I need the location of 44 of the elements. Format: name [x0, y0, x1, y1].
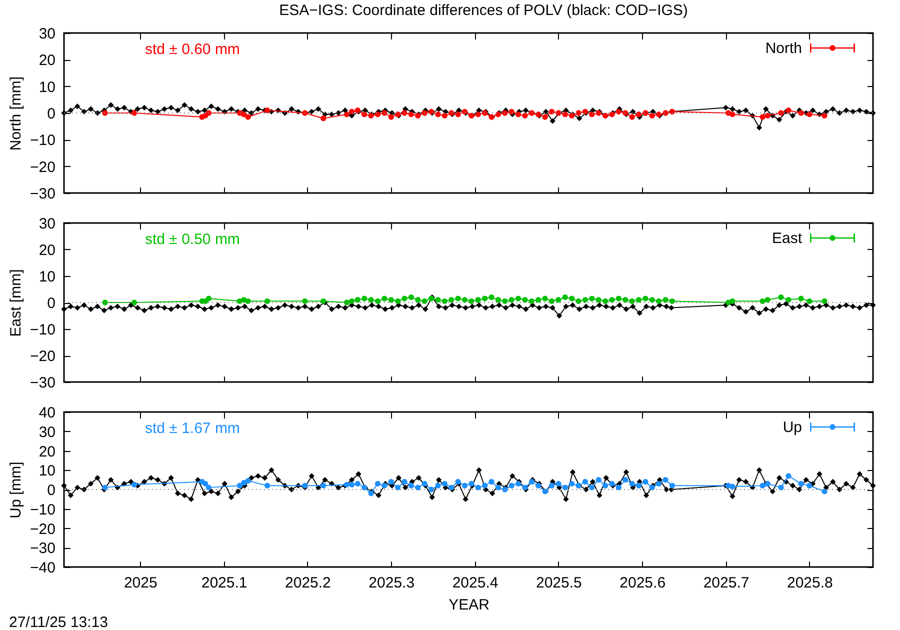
y-tick-label: 10 [38, 462, 56, 480]
x-tick-label: 2025.5 [536, 574, 582, 592]
y-tick-label: 30 [38, 216, 56, 232]
x-tick-label: 2025.1 [201, 574, 248, 592]
y-axis-title: Up [mm] [8, 462, 24, 518]
y-tick-label: −10 [30, 132, 56, 150]
legend-label: North [765, 40, 802, 57]
y-tick-label: −20 [30, 348, 56, 365]
y-tick-label: −10 [30, 501, 56, 518]
x-tick-label: 2025.8 [786, 574, 833, 592]
y-tick-label: −30 [30, 540, 56, 558]
x-tick-label: 2025.4 [452, 574, 498, 592]
y-tick-label: 20 [38, 242, 56, 259]
y-tick-label: −20 [30, 158, 56, 176]
y-tick-label: 30 [38, 424, 56, 441]
y-tick-label: 0 [47, 482, 56, 499]
y-tick-label: 20 [38, 443, 56, 460]
y-tick-label: 40 [38, 404, 56, 422]
y-tick-label: 10 [38, 78, 56, 96]
chart-title: ESA−IGS: Coordinate differences of POLV (black: COD−IGS) [279, 2, 688, 19]
y-axis-title: East [mm] [8, 269, 24, 337]
y-tick-label: −30 [30, 374, 56, 392]
y-axis-title: North [mm] [8, 76, 24, 151]
y-tick-label: 30 [38, 26, 56, 42]
x-tick-label: 2025.6 [620, 574, 666, 592]
x-axis-title: YEAR [448, 596, 490, 614]
y-tick-label: 0 [47, 106, 56, 122]
annotation: std ± 0.50 mm [145, 231, 240, 248]
x-tick-label: 2025 [124, 574, 158, 592]
y-tick-label: −40 [30, 560, 56, 576]
legend-label: East [772, 230, 803, 247]
text: 27/11/25 13:13 [9, 614, 108, 630]
y-tick-label: 20 [38, 52, 56, 70]
legend-label: Up [782, 419, 802, 436]
x-tick-label: 2025.7 [703, 574, 750, 592]
y-tick-label: −20 [30, 520, 56, 538]
x-tick-label: 2025.2 [285, 574, 331, 592]
y-tick-label: −30 [30, 186, 56, 202]
y-tick-label: 0 [47, 295, 56, 312]
y-tick-label: 10 [38, 268, 56, 286]
y-tick-label: −10 [30, 322, 56, 338]
annotation: std ± 1.67 mm [145, 420, 240, 437]
annotation: std ± 0.60 mm [145, 41, 240, 58]
x-tick-label: 2025.3 [368, 574, 415, 592]
